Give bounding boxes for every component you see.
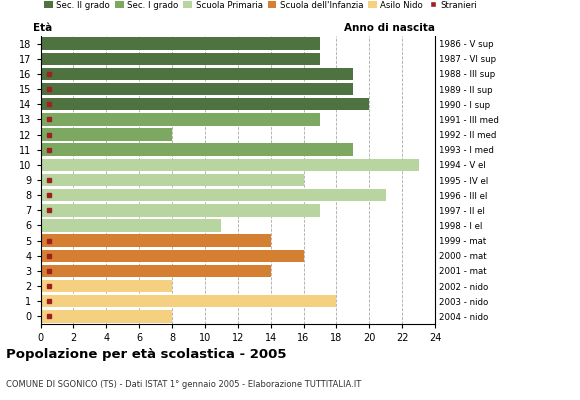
Bar <box>41 83 353 95</box>
Bar <box>41 98 369 110</box>
Legend: Sec. II grado, Sec. I grado, Scuola Primaria, Scuola dell'Infanzia, Asilo Nido, : Sec. II grado, Sec. I grado, Scuola Prim… <box>41 0 481 13</box>
Bar <box>41 52 320 65</box>
Bar <box>41 144 353 156</box>
Text: Popolazione per età scolastica - 2005: Popolazione per età scolastica - 2005 <box>6 348 287 361</box>
Text: Età: Età <box>32 23 52 33</box>
Bar <box>41 37 320 50</box>
Bar <box>41 265 271 277</box>
Bar <box>41 310 172 323</box>
Bar <box>41 250 303 262</box>
Bar <box>41 174 303 186</box>
Bar <box>41 128 172 141</box>
Text: COMUNE DI SGONICO (TS) - Dati ISTAT 1° gennaio 2005 - Elaborazione TUTTITALIA.IT: COMUNE DI SGONICO (TS) - Dati ISTAT 1° g… <box>6 380 361 389</box>
Text: Anno di nascita: Anno di nascita <box>344 23 435 33</box>
Bar <box>41 159 419 171</box>
Bar <box>41 68 353 80</box>
Bar <box>41 204 320 216</box>
Bar <box>41 113 320 126</box>
Bar <box>41 280 172 292</box>
Bar <box>41 234 271 247</box>
Bar <box>41 219 222 232</box>
Bar <box>41 189 386 201</box>
Bar <box>41 295 336 308</box>
